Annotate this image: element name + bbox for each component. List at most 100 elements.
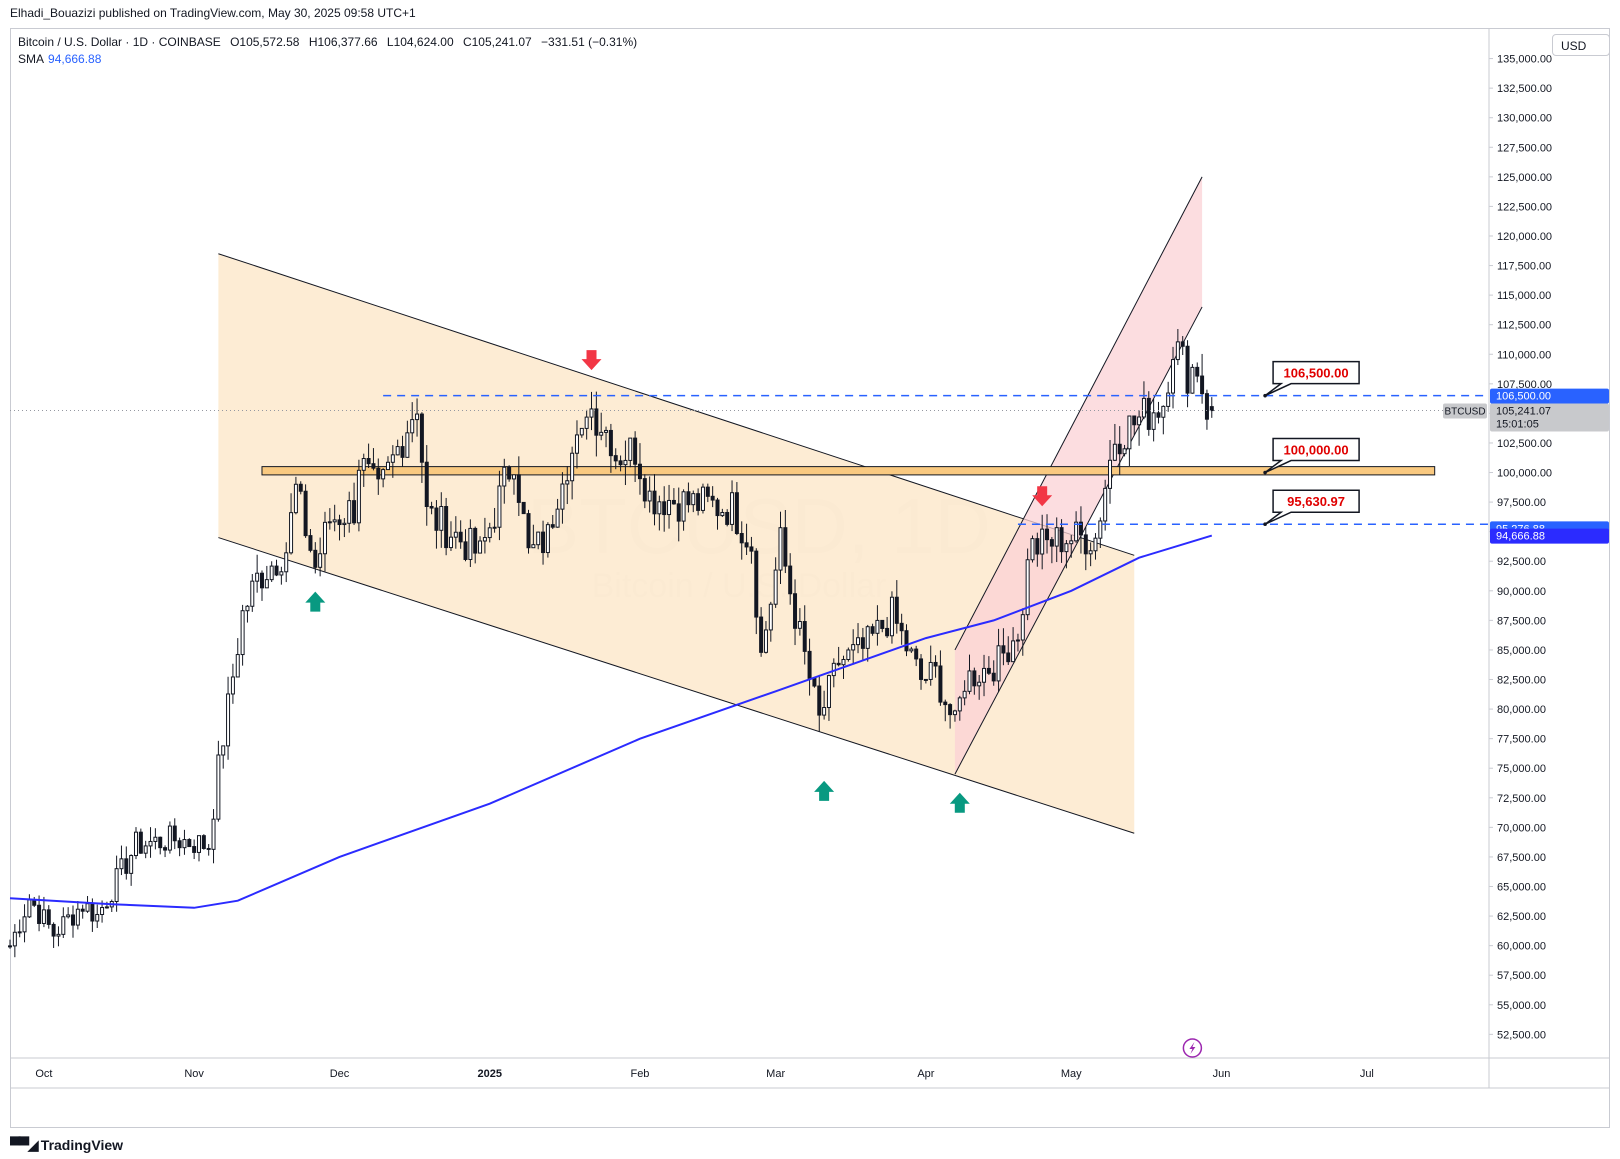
candle-down [201, 835, 206, 849]
candle-down [138, 831, 143, 854]
support-zone-100k [261, 466, 1436, 476]
candle-up [143, 845, 148, 854]
candle-down [429, 506, 434, 509]
chart-frame[interactable] [10, 28, 1610, 1128]
candle-up [385, 461, 390, 471]
candle-down [507, 466, 512, 480]
candle-down [1045, 528, 1050, 541]
candle-up [579, 427, 584, 436]
candle-up [240, 610, 245, 656]
level-callouts[interactable]: 106,500.00 100,000.00 95,630.97 [1263, 360, 1360, 527]
level-lines[interactable] [10, 394, 1488, 525]
price-tick-label: 77,500.00 [1497, 734, 1546, 746]
candle-down [366, 458, 371, 465]
candle-up [482, 537, 487, 542]
price-tick-label: 65,000.00 [1497, 882, 1546, 894]
price-axis[interactable]: 52,500.00 55,000.00 57,500.00 60,000.00 62,5… [1488, 29, 1552, 1088]
lightning-icon [1182, 1038, 1203, 1058]
candle-down [793, 593, 798, 629]
symbol-description[interactable]: Bitcoin / U.S. Dollar · 1D · COINBASE [18, 35, 221, 49]
candle-down [124, 858, 129, 874]
signal-arrows [305, 350, 1053, 813]
price-tick-label: 107,500.00 [1497, 379, 1552, 391]
candle-up [667, 499, 672, 516]
candle-down [1001, 645, 1006, 654]
time-tick-label: Oct [35, 1068, 52, 1080]
candle-up [647, 490, 652, 502]
candle-up [415, 413, 420, 421]
candle-up [322, 521, 327, 555]
candle-down [352, 500, 357, 524]
time-tick-label: May [1061, 1068, 1082, 1080]
currency-selector[interactable]: USD [1552, 34, 1610, 56]
symbol-tag [1443, 403, 1487, 419]
candle-down [206, 847, 211, 850]
candle-down [516, 474, 521, 503]
candle-up [85, 903, 90, 912]
candle-up [875, 619, 880, 634]
candle-down [613, 455, 618, 462]
candle-up [826, 675, 831, 709]
candle-down [696, 493, 701, 511]
brand-name: TradingView [40, 1137, 124, 1153]
legend-sma[interactable]: SMA 94,666.88 [18, 52, 101, 66]
candle-up [95, 914, 100, 922]
candle-down [899, 622, 904, 632]
candle-down [749, 546, 754, 552]
candle-up [293, 483, 298, 514]
candle-up [448, 536, 453, 549]
candle-up [100, 907, 105, 916]
candle-up [536, 531, 541, 546]
price-badge [1490, 403, 1609, 432]
candle-down [187, 839, 192, 848]
price-tick-label: 62,500.00 [1497, 911, 1546, 923]
time-tick-label: Feb [630, 1068, 649, 1080]
candle-up [628, 437, 633, 461]
candle-down [177, 840, 182, 849]
candle-up [574, 434, 579, 454]
falling-channel-lower [218, 537, 1135, 834]
candle-up [1069, 540, 1074, 545]
candle-down [860, 637, 865, 649]
candle-down [836, 662, 841, 666]
price-tick-label: 112,500.00 [1497, 320, 1551, 332]
candle-up [1025, 559, 1030, 616]
candle-down [637, 463, 642, 480]
time-axis[interactable]: Oct Nov Dec 2025 Feb Mar Apr May Jun Jul [10, 1057, 1610, 1089]
candle-up [502, 466, 507, 487]
tradingview-logo[interactable]: ▀▀◢ TradingView [10, 1136, 123, 1154]
candle-up [589, 408, 594, 418]
candle-down [938, 665, 943, 703]
candle-up [1030, 538, 1035, 561]
candle-down [986, 667, 991, 674]
candle-down [1146, 397, 1151, 430]
callout-box [1264, 437, 1360, 474]
candle-up [284, 552, 289, 573]
candle-down [371, 463, 376, 469]
price-tick-label: 102,500.00 [1497, 438, 1552, 450]
candle-down [550, 524, 555, 528]
candle-up [327, 521, 332, 524]
low-value: L104,624.00 [386, 35, 454, 49]
candle-up [720, 511, 725, 517]
candle-down [1195, 366, 1200, 377]
candle-down [444, 506, 449, 549]
rising-channel-fill [954, 176, 1203, 775]
candle-up [104, 906, 109, 909]
candle-down [710, 495, 715, 501]
candle-up [957, 697, 962, 712]
price-tick-label: 60,000.00 [1497, 941, 1546, 953]
candle-down [972, 670, 977, 687]
candle-up [129, 855, 134, 874]
candle-up [560, 483, 565, 510]
candle-up [1161, 405, 1166, 418]
price-badge-label: 94,666.88 [1496, 531, 1545, 543]
candle-down [1180, 341, 1185, 347]
sma-line [9, 534, 1213, 909]
channel-drawings[interactable] [218, 176, 1436, 834]
candle-down [1083, 534, 1088, 555]
candle-up [133, 831, 138, 857]
tradingview-logo-icon: ▀▀◢ [10, 1137, 39, 1154]
candle-up [250, 580, 255, 607]
